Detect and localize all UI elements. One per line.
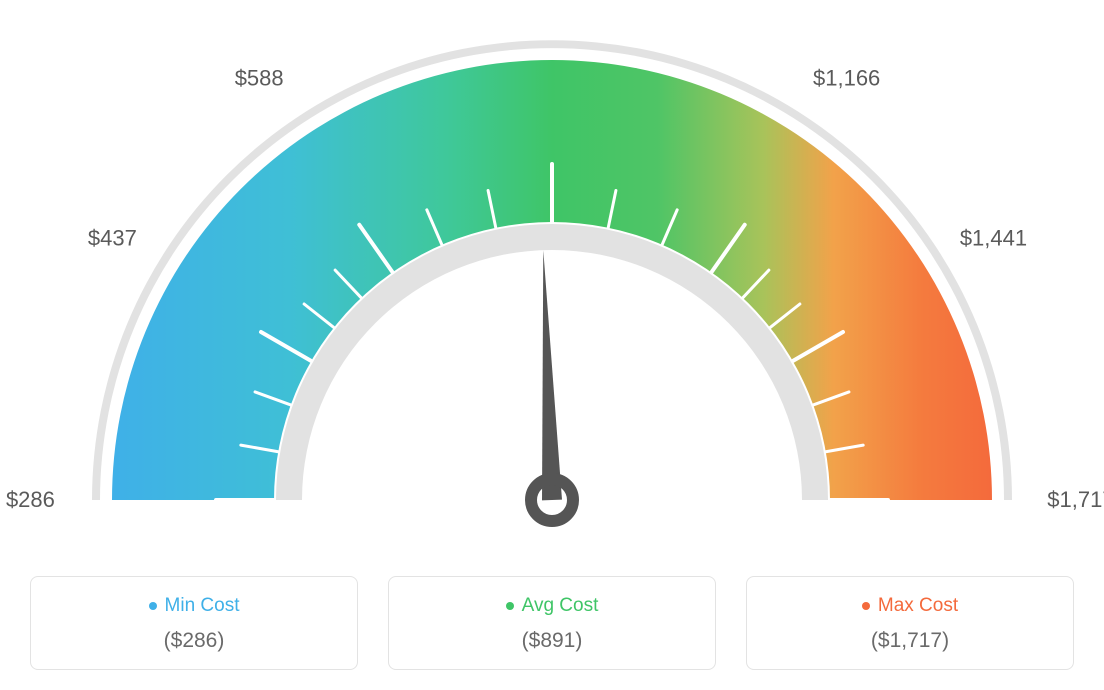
legend-title-avg: Avg Cost [506, 595, 599, 617]
gauge-tick-label: $1,717 [1047, 487, 1104, 513]
legend-card-max: Max Cost ($1,717) [746, 576, 1074, 670]
gauge-tick-label: $588 [235, 65, 284, 91]
legend-label-min: Min Cost [165, 595, 240, 617]
legend-title-max: Max Cost [862, 595, 958, 617]
legend-dot-avg [506, 602, 514, 610]
legend-dot-min [149, 602, 157, 610]
legend-value-avg: ($891) [399, 629, 705, 653]
cost-gauge-chart: { "gauge": { "type": "gauge", "cx": 552,… [0, 0, 1104, 690]
legend-card-min: Min Cost ($286) [30, 576, 358, 670]
legend-dot-max [862, 602, 870, 610]
gauge-tick-label: $437 [88, 226, 137, 252]
gauge-tick-label: $1,166 [813, 65, 880, 91]
gauge-tick-label: $1,441 [960, 226, 1027, 252]
legend-title-min: Min Cost [149, 595, 240, 617]
legend-label-avg: Avg Cost [522, 595, 599, 617]
gauge-svg [0, 0, 1104, 560]
legend-label-max: Max Cost [878, 595, 958, 617]
legend-value-min: ($286) [41, 629, 347, 653]
legend-value-max: ($1,717) [757, 629, 1063, 653]
gauge-area: $286$437$588$891$1,166$1,441$1,717 [0, 0, 1104, 560]
legend-row: Min Cost ($286) Avg Cost ($891) Max Cost… [30, 576, 1074, 670]
legend-card-avg: Avg Cost ($891) [388, 576, 716, 670]
gauge-tick-label: $286 [6, 487, 55, 513]
